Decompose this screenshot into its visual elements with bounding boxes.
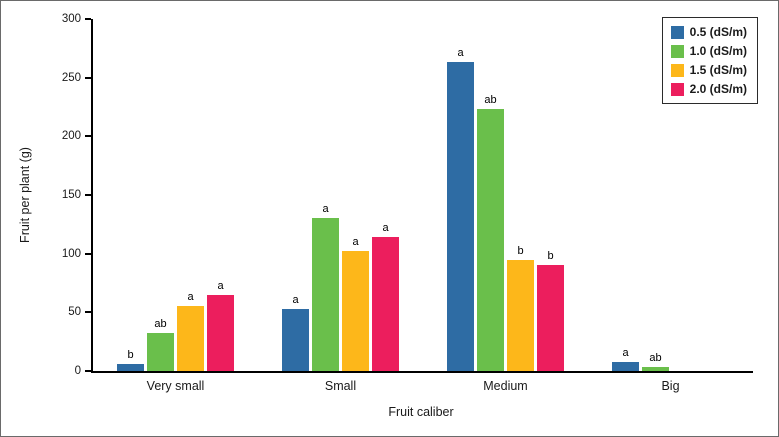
bar-significance-label: b <box>517 244 524 257</box>
bar <box>312 218 339 371</box>
bar <box>477 109 504 371</box>
bar-significance-label: ab <box>649 352 662 365</box>
y-axis-tick <box>85 194 91 196</box>
bar <box>207 294 234 371</box>
y-axis-tick-label: 200 <box>61 130 81 143</box>
x-axis-category-label: Big <box>661 379 680 393</box>
legend-swatch <box>670 44 684 58</box>
bar-significance-label: a <box>352 236 359 249</box>
y-axis-tick-label: 150 <box>61 189 81 201</box>
legend-swatch <box>670 82 684 96</box>
bar <box>612 361 639 371</box>
y-axis-tick-label: 50 <box>68 306 81 319</box>
bar <box>447 62 474 371</box>
bar-significance-label: a <box>217 279 224 292</box>
plot-area: 0 50 100 150 200 250 300 b ab a a Very small a a a a Sma… <box>62 13 753 393</box>
bar <box>507 259 534 371</box>
y-axis-tick <box>85 135 91 138</box>
y-axis-tick <box>85 76 91 79</box>
x-axis-category-label: Medium <box>483 379 528 393</box>
bar <box>372 237 399 371</box>
bar-significance-label: b <box>127 348 134 361</box>
bar-significance-label: ab <box>154 318 167 331</box>
bar <box>642 367 669 371</box>
legend-label: 1.0 (dS/m) <box>689 44 747 58</box>
x-axis-title: Fruit caliber <box>388 405 454 419</box>
x-axis-category-label: Small <box>324 379 357 393</box>
legend-item: 1.0 (dS/m) <box>670 44 747 58</box>
legend-label: 1.5 (dS/m) <box>689 63 747 77</box>
x-axis-category-label: Very small <box>146 379 205 393</box>
bar <box>117 363 144 371</box>
legend-label: 2.0 (dS/m) <box>689 82 747 96</box>
y-axis-tick <box>85 252 91 255</box>
bar <box>177 306 204 371</box>
legend-item: 2.0 (dS/m) <box>670 82 747 96</box>
legend: 0.5 (dS/m) 1.0 (dS/m) 1.5 (dS/m) 2.0 (dS/m) <box>661 17 758 104</box>
y-axis-tick-label: 0 <box>74 365 81 377</box>
bar-significance-label: a <box>622 346 629 359</box>
bar <box>537 265 564 371</box>
bar-significance-label: a <box>292 293 299 306</box>
bar-significance-label: a <box>382 222 389 235</box>
y-axis-title: Fruit per plant (g) <box>18 147 32 243</box>
bar-significance-label: ab <box>484 94 497 107</box>
legend-item: 0.5 (dS/m) <box>670 25 747 39</box>
legend-swatch <box>670 63 684 77</box>
y-axis-tick <box>85 370 91 372</box>
bar-significance-label: a <box>187 291 194 304</box>
y-axis-tick-label: 300 <box>61 13 81 25</box>
bar-significance-label: a <box>457 47 464 60</box>
legend-label: 0.5 (dS/m) <box>689 25 747 39</box>
bar <box>282 308 309 371</box>
legend-swatch <box>670 25 684 39</box>
legend-item: 1.5 (dS/m) <box>670 63 747 77</box>
bar <box>147 333 174 371</box>
bar-significance-label: b <box>547 250 554 263</box>
y-axis-tick <box>85 18 91 20</box>
bar <box>342 251 369 371</box>
y-axis-tick-label: 100 <box>61 247 81 260</box>
y-axis-tick-label: 250 <box>61 71 81 84</box>
bar-significance-label: a <box>322 203 329 216</box>
y-axis-tick <box>85 311 91 314</box>
